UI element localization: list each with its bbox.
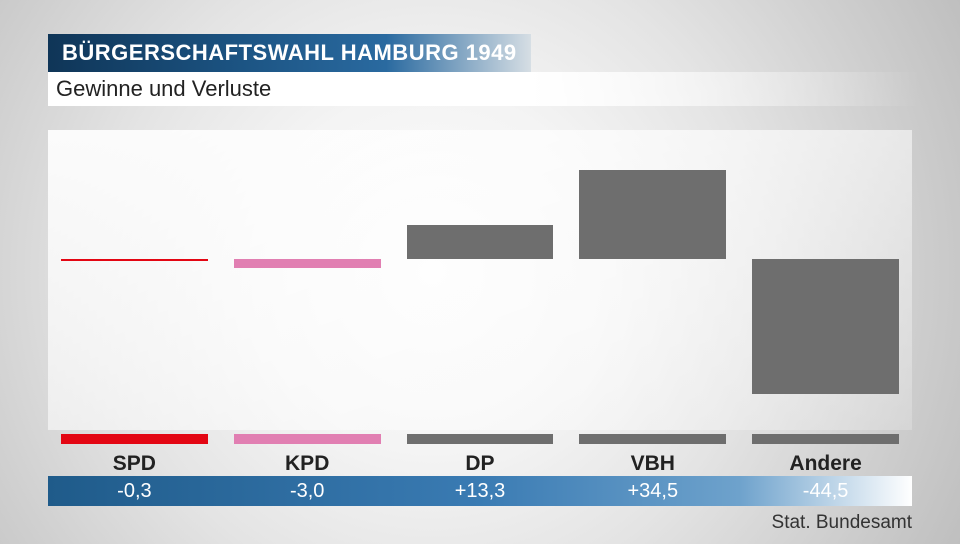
values-bar: -0,3-3,0+13,3+34,5-44,5 (48, 476, 912, 506)
category-label-kpd: KPD (221, 452, 394, 476)
bar-vbh (579, 170, 726, 259)
legend-swatch-spd (61, 434, 208, 444)
page-background: BÜRGERSCHAFTSWAHL HAMBURG 1949 Gewinne u… (0, 0, 960, 544)
bar-andere (752, 259, 899, 394)
bar-spd (61, 259, 208, 261)
category-labels-row: SPDKPDDPVBHAndere (48, 452, 912, 478)
legend-swatch-vbh (579, 434, 726, 444)
legend-swatch-kpd (234, 434, 381, 444)
chart-area (48, 130, 912, 430)
value-cell-kpd: -3,0 (221, 476, 394, 506)
legend-swatch-dp (407, 434, 554, 444)
category-label-vbh: VBH (566, 452, 739, 476)
bar-kpd (234, 259, 381, 268)
bar-dp (407, 225, 554, 259)
legend-swatch-andere (752, 434, 899, 444)
category-label-andere: Andere (739, 452, 912, 476)
value-cell-vbh: +34,5 (566, 476, 739, 506)
subtitle-strip: Gewinne und Verluste (48, 72, 920, 106)
value-cell-dp: +13,3 (394, 476, 567, 506)
category-label-dp: DP (394, 452, 567, 476)
page-subtitle: Gewinne und Verluste (56, 76, 271, 102)
value-cell-andere: -44,5 (739, 476, 912, 506)
category-label-spd: SPD (48, 452, 221, 476)
value-cell-spd: -0,3 (48, 476, 221, 506)
page-title: BÜRGERSCHAFTSWAHL HAMBURG 1949 (62, 40, 517, 66)
source-attribution: Stat. Bundesamt (772, 512, 912, 534)
title-bar: BÜRGERSCHAFTSWAHL HAMBURG 1949 (48, 34, 531, 72)
